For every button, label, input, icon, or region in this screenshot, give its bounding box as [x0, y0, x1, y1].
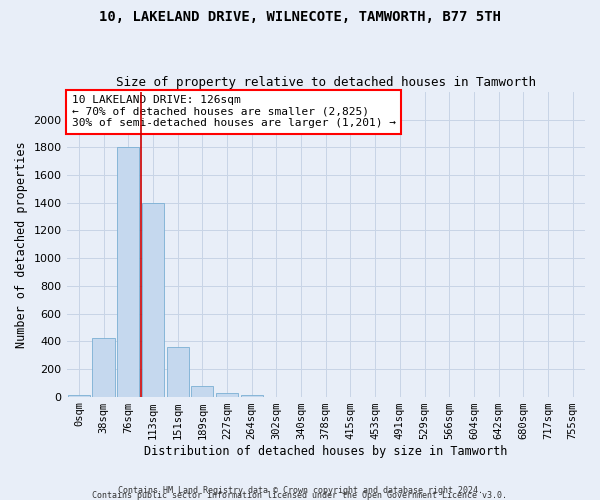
Bar [241, 394, 263, 396]
Y-axis label: Number of detached properties: Number of detached properties [15, 141, 28, 348]
Text: Contains HM Land Registry data © Crown copyright and database right 2024.: Contains HM Land Registry data © Crown c… [118, 486, 482, 495]
Bar [92, 338, 115, 396]
Text: 10, LAKELAND DRIVE, WILNECOTE, TAMWORTH, B77 5TH: 10, LAKELAND DRIVE, WILNECOTE, TAMWORTH,… [99, 10, 501, 24]
Bar [216, 393, 238, 396]
Bar [142, 203, 164, 396]
X-axis label: Distribution of detached houses by size in Tamworth: Distribution of detached houses by size … [144, 444, 508, 458]
Text: 10 LAKELAND DRIVE: 126sqm
← 70% of detached houses are smaller (2,825)
30% of se: 10 LAKELAND DRIVE: 126sqm ← 70% of detac… [72, 95, 396, 128]
Bar [191, 386, 214, 396]
Text: Contains public sector information licensed under the Open Government Licence v3: Contains public sector information licen… [92, 490, 508, 500]
Bar [167, 347, 189, 397]
Bar [68, 395, 90, 396]
Bar [117, 148, 139, 396]
Title: Size of property relative to detached houses in Tamworth: Size of property relative to detached ho… [116, 76, 536, 90]
